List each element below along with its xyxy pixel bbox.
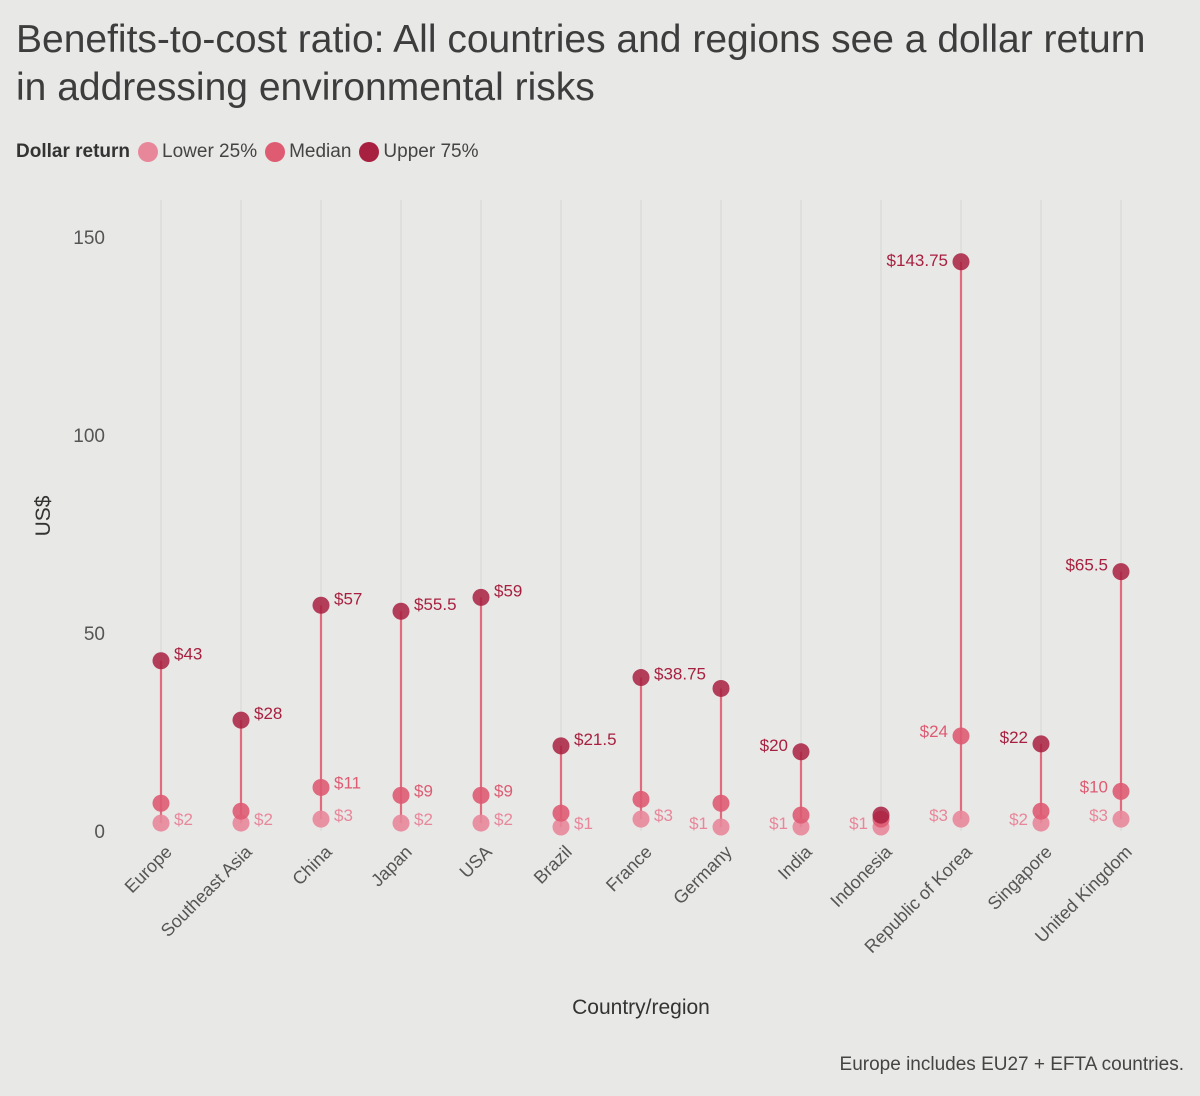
dot-lower <box>1112 810 1130 828</box>
legend-title: Dollar return <box>16 141 131 162</box>
dot-median <box>472 786 490 804</box>
dot-lower <box>952 810 970 828</box>
chart-title: Benefits-to-cost ratio: All countries an… <box>16 18 1146 109</box>
value-label-lower: $1 <box>574 814 593 833</box>
y-tick-label: 50 <box>84 624 105 645</box>
value-label-median: $11 <box>334 773 361 792</box>
dot-median <box>312 778 330 796</box>
dot-upper <box>1032 735 1050 753</box>
dot-lower <box>392 814 410 832</box>
value-label-lower: $3 <box>1089 806 1108 825</box>
dot-lower <box>232 814 250 832</box>
value-label-upper: $43 <box>174 645 202 664</box>
dot-upper <box>952 253 970 271</box>
dot-median <box>632 790 650 808</box>
value-label-upper: $143.75 <box>887 251 948 270</box>
legend-item-median[interactable]: Median <box>265 141 351 163</box>
value-label-lower: $3 <box>654 806 673 825</box>
dot-upper <box>712 679 730 697</box>
dot-upper <box>472 588 490 606</box>
x-tick-label: Germany <box>669 842 735 908</box>
value-label-lower: $2 <box>254 810 273 829</box>
x-tick-label: Japan <box>367 842 416 891</box>
value-label-upper: $22 <box>1000 728 1028 747</box>
value-label-median: $9 <box>494 781 513 800</box>
x-axis-title: Country/region <box>572 996 710 1019</box>
legend-label-upper: Upper 75% <box>383 141 479 162</box>
dot-upper <box>1112 563 1130 581</box>
value-label-lower: $2 <box>1009 810 1028 829</box>
x-tick-label: Europe <box>121 842 176 897</box>
dot-median <box>1032 802 1050 820</box>
dot-lower <box>472 814 490 832</box>
x-tick-label: India <box>774 841 816 883</box>
value-label-upper: $55.5 <box>414 595 457 614</box>
value-label-lower: $3 <box>929 806 948 825</box>
x-tick-label: Indonesia <box>826 841 896 911</box>
dot-upper <box>552 737 570 755</box>
legend-swatch-lower <box>138 142 159 162</box>
x-tick-label: USA <box>456 842 496 882</box>
dot-median <box>152 794 170 812</box>
dot-lower <box>712 818 730 836</box>
value-label-lower: $1 <box>689 814 708 833</box>
value-label-upper: $59 <box>494 581 522 600</box>
y-axis-title: US$ <box>32 495 55 536</box>
legend-item-lower[interactable]: Lower 25% <box>138 141 257 163</box>
value-label-lower: $3 <box>334 806 353 825</box>
dot-median <box>392 786 410 804</box>
legend-item-upper[interactable]: Upper 75% <box>359 141 478 163</box>
dumbbell-chart: 050100150US$Country/regionEuropeSoutheas… <box>32 200 1136 1019</box>
dot-upper <box>312 596 330 614</box>
x-tick-label: China <box>288 841 336 889</box>
dot-upper <box>152 652 170 670</box>
dot-median <box>552 804 570 822</box>
value-label-layer: $43 $2 $28 $2 $57 $11 $3 $55.5 $9 $2 $59 $9 $2 $21.5 $… <box>174 251 1108 833</box>
value-label-upper: $65.5 <box>1065 556 1108 575</box>
x-tick-label: Singapore <box>984 842 1056 914</box>
value-label-lower: $1 <box>769 814 788 833</box>
dot-upper <box>872 806 890 824</box>
x-tick-label: France <box>602 842 656 896</box>
dot-lower <box>1032 814 1050 832</box>
value-label-upper: $38.75 <box>654 665 706 684</box>
value-label-median: $24 <box>920 722 948 741</box>
dot-lower <box>152 814 170 832</box>
dot-lower <box>632 810 650 828</box>
value-label-lower: $1 <box>849 814 868 833</box>
dot-median <box>792 806 810 824</box>
dot-median <box>712 794 730 812</box>
value-label-lower: $2 <box>494 810 513 829</box>
legend-swatch-upper <box>359 142 380 162</box>
legend-label-median: Median <box>289 141 352 162</box>
dot-layer <box>152 253 1130 836</box>
value-label-upper: $21.5 <box>574 730 617 749</box>
value-label-upper: $20 <box>760 736 788 755</box>
value-label-median: $10 <box>1080 777 1108 796</box>
dot-median <box>1112 782 1130 800</box>
value-label-upper: $28 <box>254 704 282 723</box>
y-tick-label: 0 <box>94 822 105 843</box>
dot-upper <box>792 743 810 761</box>
y-tick-label: 150 <box>73 228 105 249</box>
dot-median <box>232 802 250 820</box>
value-label-lower: $2 <box>174 810 193 829</box>
axis-layer: 050100150US$Country/regionEuropeSoutheas… <box>32 228 1136 1019</box>
value-label-median: $9 <box>414 781 433 800</box>
legend-swatch-median <box>265 142 286 162</box>
dot-lower <box>552 818 570 836</box>
legend: Dollar return Lower 25% Median Upper 75% <box>16 138 486 166</box>
dot-median <box>952 727 970 745</box>
dot-upper <box>392 602 410 620</box>
dot-lower <box>312 810 330 828</box>
legend-label-lower: Lower 25% <box>162 141 258 162</box>
footnote: Europe includes EU27 + EFTA countries. <box>839 1054 1184 1075</box>
value-label-lower: $2 <box>414 810 433 829</box>
x-tick-label: Brazil <box>530 842 576 888</box>
y-tick-label: 100 <box>73 426 105 447</box>
dot-lower <box>792 818 810 836</box>
dot-upper <box>232 711 250 729</box>
dot-upper <box>632 669 650 687</box>
value-label-upper: $57 <box>334 589 362 608</box>
